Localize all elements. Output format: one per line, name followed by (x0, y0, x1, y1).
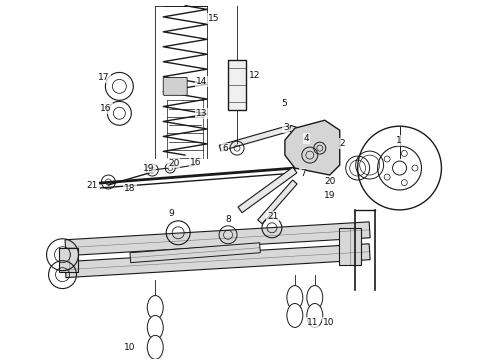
Text: 1: 1 (395, 136, 401, 145)
Polygon shape (258, 180, 297, 224)
Text: 18: 18 (124, 184, 136, 193)
Text: 6: 6 (222, 144, 228, 153)
Text: 17: 17 (98, 73, 110, 82)
Ellipse shape (147, 296, 163, 319)
Circle shape (401, 150, 407, 157)
Polygon shape (65, 222, 370, 256)
Text: 9: 9 (168, 210, 174, 219)
Ellipse shape (307, 303, 323, 328)
Ellipse shape (147, 315, 163, 339)
Text: 8: 8 (225, 215, 231, 224)
Polygon shape (65, 244, 370, 278)
Text: 21: 21 (267, 212, 278, 221)
Circle shape (412, 165, 418, 171)
Text: 11: 11 (307, 318, 318, 327)
Bar (228, 60, 246, 110)
Circle shape (384, 156, 390, 162)
Text: 2: 2 (340, 139, 345, 148)
Polygon shape (219, 125, 291, 151)
Text: 7: 7 (300, 168, 306, 177)
Text: 10: 10 (323, 318, 334, 327)
Polygon shape (238, 167, 297, 213)
Text: 16: 16 (190, 158, 202, 167)
Text: 3: 3 (283, 123, 289, 132)
Text: 16: 16 (100, 104, 112, 113)
Ellipse shape (307, 285, 323, 310)
Text: 5: 5 (281, 99, 287, 108)
FancyBboxPatch shape (163, 77, 187, 95)
Polygon shape (289, 125, 321, 141)
Text: 21: 21 (86, 181, 98, 190)
Text: 10: 10 (124, 343, 136, 352)
Circle shape (401, 180, 407, 186)
Ellipse shape (147, 336, 163, 359)
Text: 15: 15 (208, 14, 220, 23)
Polygon shape (58, 248, 78, 272)
Polygon shape (130, 243, 260, 263)
Text: 20: 20 (168, 158, 180, 167)
Text: 19: 19 (324, 192, 335, 201)
Text: 20: 20 (325, 177, 336, 186)
Polygon shape (285, 120, 340, 175)
Text: 19: 19 (143, 163, 155, 172)
Polygon shape (339, 228, 361, 265)
Circle shape (384, 174, 390, 180)
Text: 14: 14 (196, 77, 207, 86)
Text: 4: 4 (304, 134, 310, 143)
Ellipse shape (287, 285, 303, 310)
Text: 12: 12 (249, 71, 260, 80)
Ellipse shape (287, 303, 303, 328)
Text: 13: 13 (196, 109, 208, 118)
